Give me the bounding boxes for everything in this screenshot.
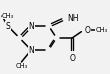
Text: CH₃: CH₃ (95, 27, 108, 33)
Text: N: N (28, 22, 34, 30)
Text: CH₃: CH₃ (2, 13, 14, 19)
Text: O: O (85, 26, 91, 34)
Text: N: N (28, 46, 34, 54)
Text: S: S (5, 22, 10, 30)
Text: CH₃: CH₃ (15, 63, 28, 69)
Text: NH: NH (67, 13, 79, 22)
Text: O: O (69, 54, 75, 63)
